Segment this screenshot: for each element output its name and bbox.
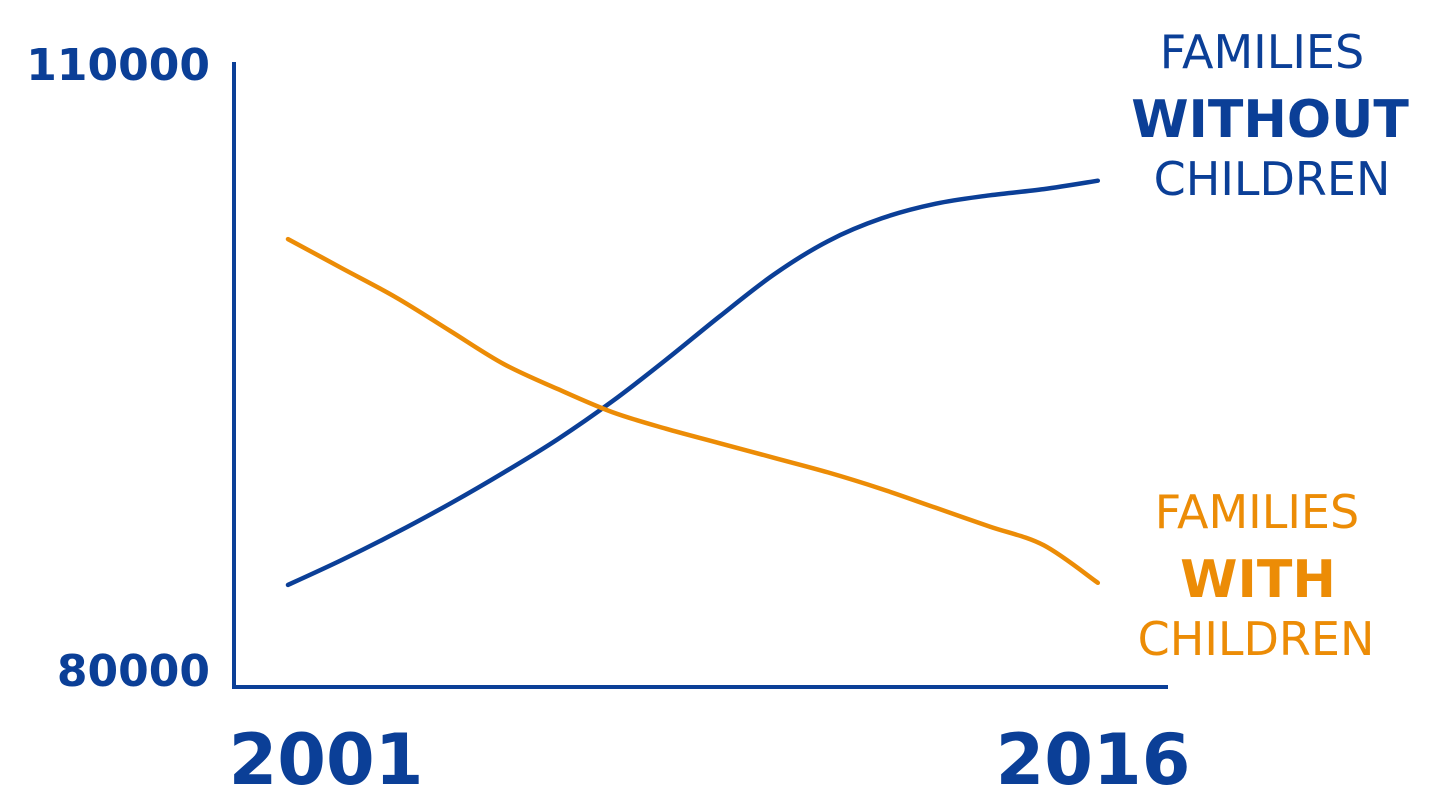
series-label-without-line2: WITHOUT [1131,90,1409,150]
series-label-without-line3: CHILDREN [1154,152,1391,206]
series-label-without-children: FAMILIES WITHOUT CHILDREN [1131,25,1409,206]
x-tick-label-first: 2001 [229,719,424,796]
series-label-without-line1: FAMILIES [1160,25,1364,79]
series-label-with-line2: WITH [1180,550,1336,610]
series-label-with-line1: FAMILIES [1155,485,1359,539]
series-line-without-children [285,178,1101,588]
y-tick-label-bottom: 80000 [57,646,210,697]
series-label-with-children: FAMILIES WITH CHILDREN [1138,485,1375,666]
series-line-with-children [285,236,1101,586]
y-tick-label-top: 110000 [26,40,210,91]
series-label-with-line3: CHILDREN [1138,612,1375,666]
x-tick-label-last: 2016 [996,719,1191,796]
